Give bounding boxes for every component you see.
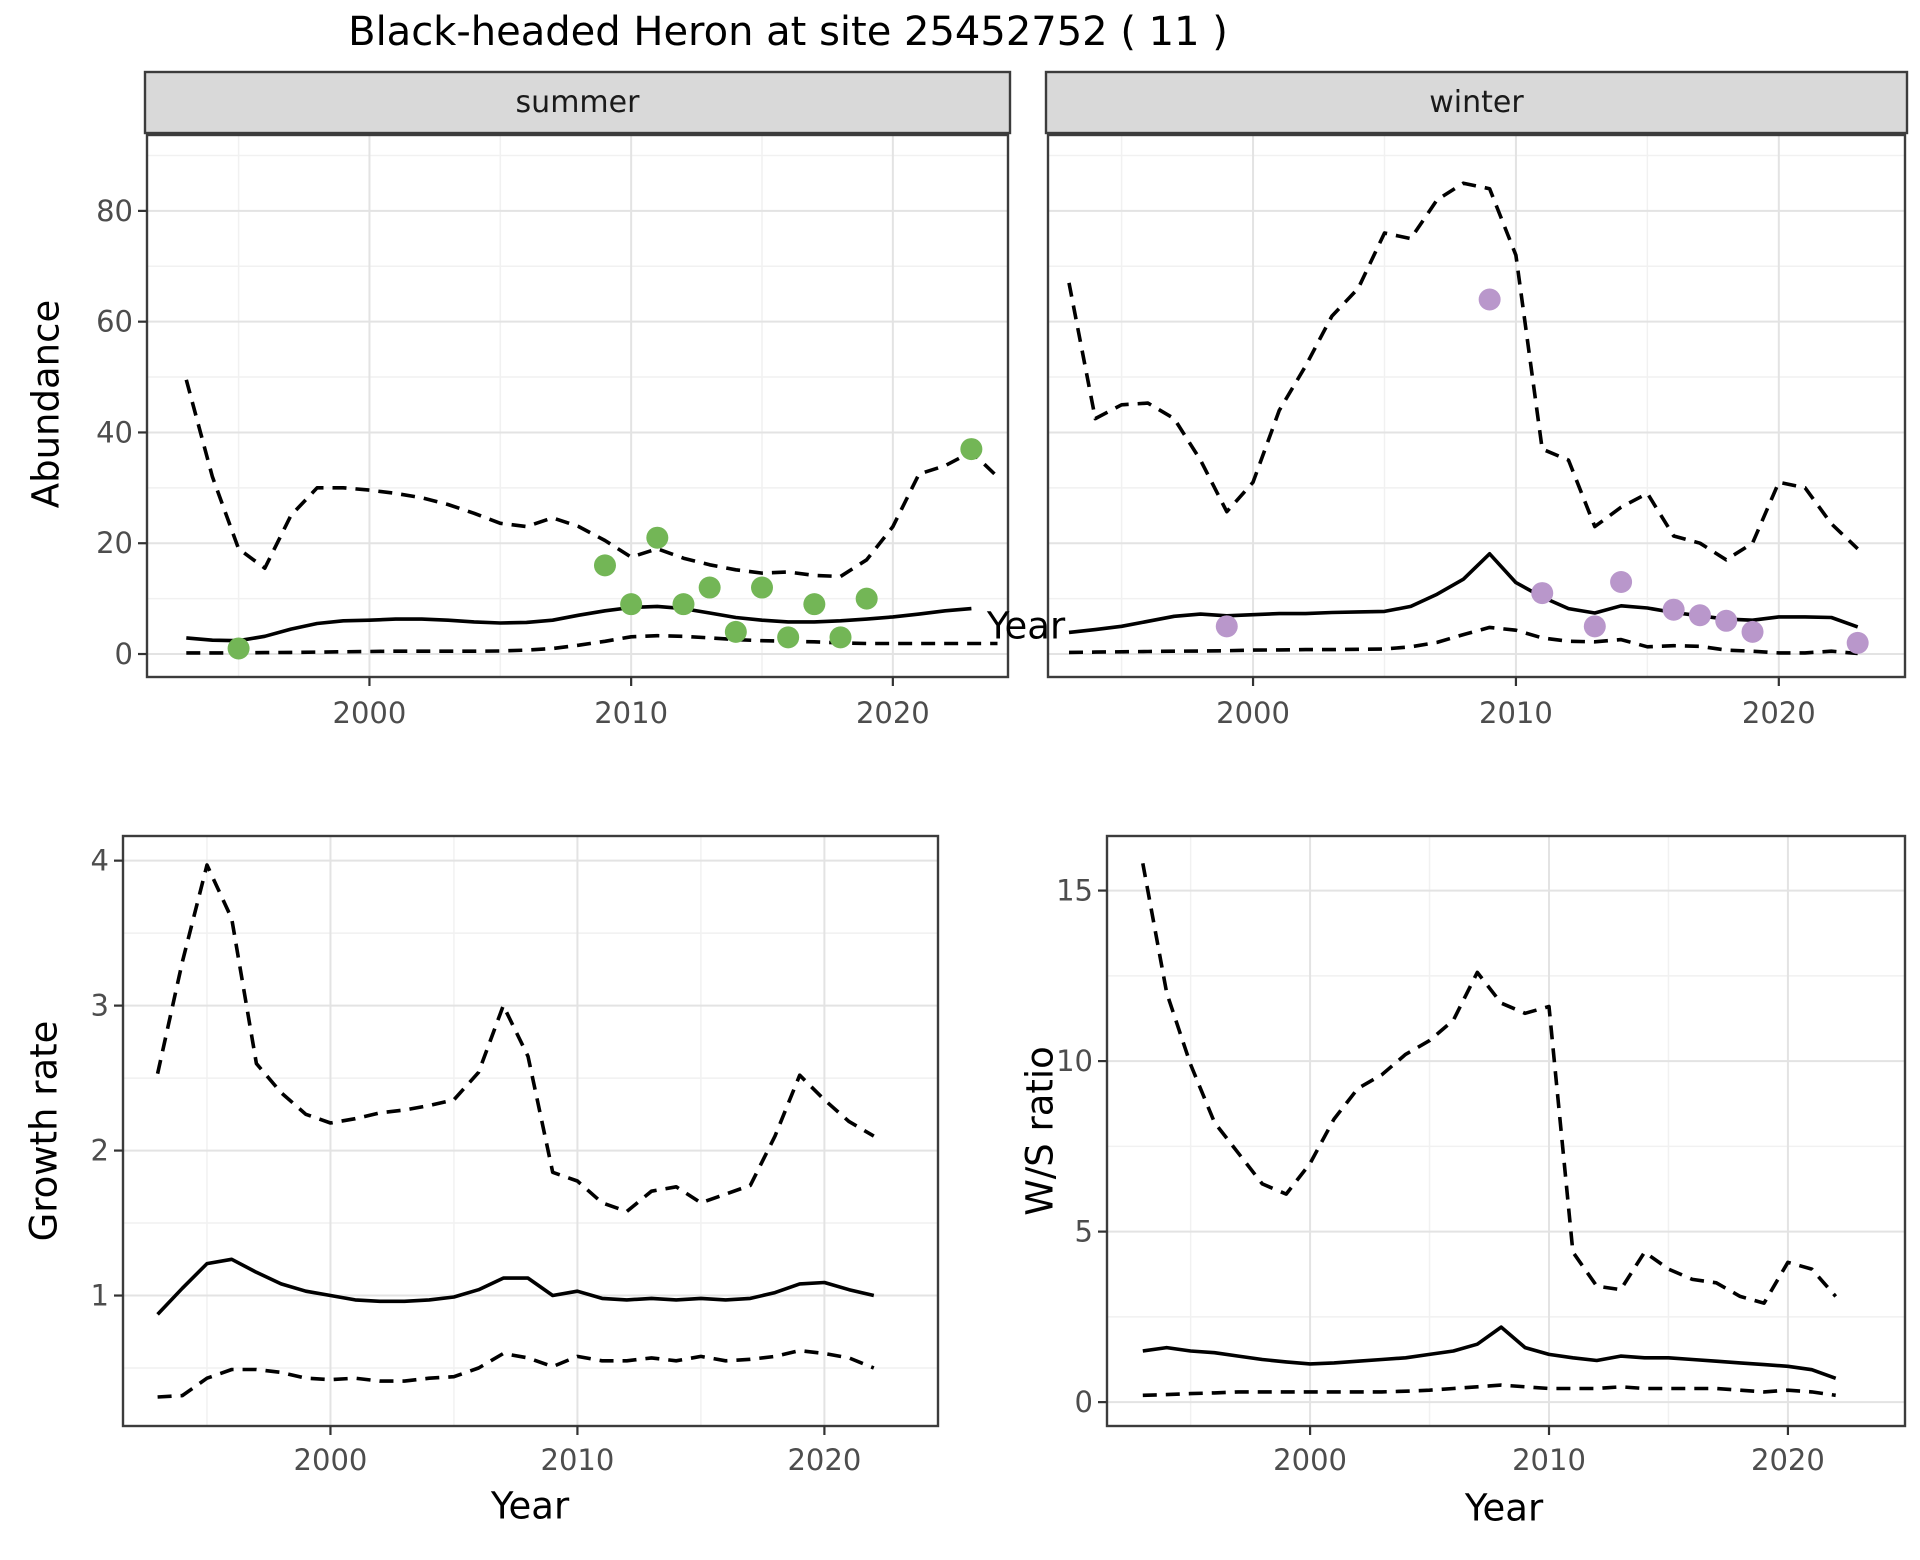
data-point-summer: [777, 626, 800, 649]
facet-strip: [143, 70, 1012, 135]
data-point-summer: [620, 593, 643, 616]
series-lower-ci: [186, 633, 998, 655]
series-median: [156, 1257, 875, 1316]
panel-abundance-winter: 2000 2010 2020: [1044, 70, 1909, 730]
x-tick-label: 2020: [1751, 1443, 1825, 1477]
series-median: [1142, 1325, 1837, 1380]
y-tick-label: 60: [96, 305, 133, 339]
series-upper-ci: [155, 863, 875, 1214]
x-tick-label: 2020: [856, 696, 930, 730]
panel-border: [1105, 834, 1907, 1428]
data-point-winter: [1715, 609, 1738, 632]
data-point-summer: [855, 587, 878, 610]
x-tick-label: 2010: [1479, 696, 1553, 730]
x-tick-label: 2010: [541, 1443, 615, 1477]
x-tick-label: 2020: [787, 1443, 861, 1477]
series-lower-ci: [1068, 625, 1858, 656]
x-axis-title-year-bottom-right: Year: [1464, 1486, 1544, 1530]
x-tick-label: 2020: [1742, 696, 1816, 730]
data-point-summer: [803, 593, 826, 616]
y-tick-label: 15: [1056, 874, 1093, 908]
x-tick-label: 2000: [333, 696, 407, 730]
panel-growth-rate: 2000 2010 2020 1 2 3 4: [91, 834, 940, 1477]
panel-abundance-summer: 2000 2010 2020 0 20 40 60 80: [96, 70, 1012, 730]
y-tick-label: 2: [91, 1134, 109, 1168]
x-axis-title-year-bottom-left: Year: [490, 1484, 570, 1528]
x-axis-title-year-top: Year: [986, 604, 1066, 648]
data-point-winter: [1478, 288, 1501, 311]
y-tick-label: 20: [96, 526, 133, 560]
facet-strip-label-winter: winter: [1429, 85, 1524, 120]
data-point-winter: [1741, 620, 1764, 643]
y-axis-title-abundance: Abundance: [24, 299, 68, 509]
data-point-summer: [646, 526, 669, 549]
chart-title: Black-headed Heron at site 25452752 ( 11…: [348, 9, 1228, 55]
series-lower-ci: [1142, 1383, 1836, 1398]
data-point-winter: [1662, 598, 1685, 621]
x-tick-label: 2010: [594, 696, 668, 730]
facet-strip-label-summer: summer: [515, 85, 640, 120]
data-point-summer: [751, 576, 773, 599]
series-upper-ci: [1141, 862, 1838, 1305]
y-tick-label: 3: [91, 989, 109, 1023]
y-tick-label: 0: [115, 637, 133, 671]
x-tick-label: 2010: [1512, 1443, 1586, 1477]
panel-border: [1046, 133, 1907, 679]
series-lower-ci: [157, 1348, 875, 1399]
data-point-winter: [1531, 582, 1554, 605]
data-point-winter: [1215, 615, 1238, 638]
data-point-winter: [1610, 571, 1633, 594]
x-tick-label: 2000: [294, 1443, 368, 1477]
data-point-summer: [698, 576, 721, 599]
y-tick-label: 4: [91, 844, 109, 878]
y-tick-label: 1: [91, 1279, 109, 1313]
data-point-summer: [724, 620, 747, 643]
data-point-summer: [227, 637, 250, 660]
series-upper-ci: [1067, 181, 1859, 562]
data-point-summer: [672, 593, 695, 616]
y-tick-label: 5: [1075, 1215, 1093, 1249]
facet-strip: [1044, 70, 1909, 135]
y-axis-title-growth-rate: Growth rate: [22, 1020, 66, 1242]
y-tick-label: 0: [1075, 1385, 1093, 1419]
data-point-summer: [593, 554, 616, 577]
data-point-winter: [1688, 604, 1711, 627]
data-point-winter: [1846, 631, 1869, 654]
panel-ws-ratio: 2000 2010 2020 0 5 10 15: [1056, 834, 1907, 1477]
panel-border: [121, 834, 940, 1428]
y-tick-label: 40: [96, 415, 133, 449]
data-point-summer: [960, 438, 983, 461]
panel-border: [145, 133, 1010, 679]
data-point-summer: [829, 626, 852, 649]
y-tick-label: 80: [96, 194, 133, 228]
series-median: [186, 604, 972, 643]
data-point-winter: [1583, 615, 1606, 638]
y-tick-label: 10: [1056, 1044, 1093, 1078]
y-axis-title-ws-ratio: W/S ratio: [1018, 1046, 1062, 1216]
x-tick-label: 2000: [1273, 1443, 1347, 1477]
x-tick-label: 2000: [1216, 696, 1290, 730]
series-upper-ci: [184, 379, 999, 579]
series-median: [1068, 552, 1859, 635]
